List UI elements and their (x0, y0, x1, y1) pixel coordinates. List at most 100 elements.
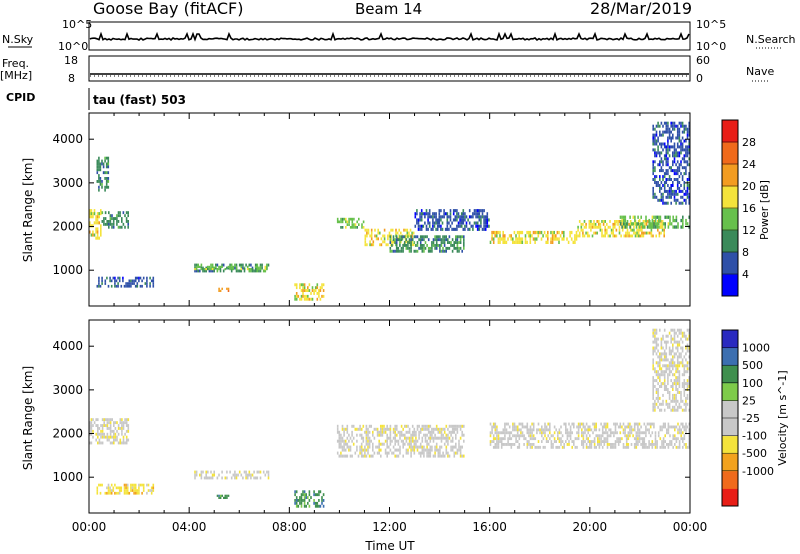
data-cell (114, 491, 116, 495)
data-cell (680, 145, 682, 149)
data-cell (127, 222, 129, 226)
data-cell (680, 355, 682, 359)
data-cell (660, 370, 663, 374)
data-cell (686, 385, 689, 388)
data-cell (516, 428, 519, 432)
data-cell (200, 473, 203, 477)
data-cell (502, 237, 504, 241)
data-cell (663, 352, 666, 356)
data-cell (245, 473, 247, 477)
data-cell (560, 431, 562, 435)
data-cell (420, 212, 423, 216)
data-cell (663, 349, 666, 353)
data-cell (472, 215, 474, 219)
data-cell (681, 130, 684, 134)
data-cell (109, 418, 112, 422)
data-cell (356, 439, 358, 443)
data-cell (606, 443, 609, 446)
data-cell (443, 241, 446, 244)
data-cell (683, 157, 686, 161)
data-cell (446, 227, 449, 231)
data-cell (496, 230, 498, 235)
data-cell (95, 215, 97, 219)
x-tick-label: 20:00 (573, 520, 608, 534)
data-cell (150, 489, 153, 492)
data-cell (394, 433, 396, 437)
data-cell (420, 209, 423, 213)
data-cell (668, 136, 671, 140)
data-cell (676, 376, 679, 380)
data-cell (627, 425, 630, 429)
data-cell (478, 212, 481, 216)
data-cell (314, 286, 317, 290)
data-cell (377, 237, 379, 241)
data-cell (417, 227, 420, 231)
data-cell (229, 470, 231, 474)
data-cell (240, 268, 243, 271)
data-cell (599, 225, 602, 229)
data-cell (672, 215, 674, 219)
data-cell (386, 442, 388, 446)
data-cell (688, 139, 690, 143)
data-cell (458, 424, 460, 428)
data-cell (480, 224, 482, 228)
data-cell (681, 408, 684, 412)
data-cell (467, 218, 469, 222)
data-cell (584, 428, 586, 432)
data-cell (673, 337, 676, 341)
data-cell (368, 442, 371, 446)
data-cell (659, 385, 661, 388)
data-cell (508, 431, 511, 435)
data-cell (654, 218, 657, 223)
data-cell (378, 445, 380, 449)
data-cell (686, 145, 689, 149)
data-cell (662, 422, 665, 426)
data-cell (673, 151, 676, 155)
data-cell (676, 160, 679, 164)
data-cell (601, 445, 604, 449)
data-cell (104, 177, 106, 180)
data-cell (457, 221, 460, 225)
data-cell (396, 439, 398, 443)
data-cell (662, 192, 664, 196)
data-cell (623, 225, 626, 229)
data-cell (402, 244, 404, 247)
data-cell (250, 476, 252, 480)
data-cell (462, 227, 465, 231)
data-cell (433, 221, 436, 225)
data-cell (344, 454, 347, 458)
data-cell (663, 172, 666, 176)
data-cell (95, 227, 97, 231)
data-cell (640, 431, 642, 435)
data-cell (307, 496, 309, 499)
data-cell (418, 436, 420, 440)
data-cell (434, 433, 436, 437)
data-cell (665, 352, 668, 356)
data-cell (686, 349, 689, 353)
data-cell (101, 180, 103, 183)
data-cell (606, 231, 608, 235)
data-cell (303, 490, 306, 494)
data-cell (203, 268, 206, 271)
data-cell (678, 189, 681, 193)
data-cell (486, 224, 489, 228)
y-tick-label: 2000 (52, 220, 83, 234)
data-cell (494, 422, 497, 426)
data-cell (531, 445, 533, 449)
data-cell (605, 431, 607, 435)
data-cell (439, 430, 441, 434)
data-cell (565, 422, 567, 426)
data-cell (555, 237, 557, 241)
data-cell (386, 451, 388, 455)
data-cell (507, 440, 509, 443)
data-cell (98, 276, 100, 280)
data-cell (224, 494, 227, 497)
data-cell (681, 201, 684, 205)
data-cell (294, 499, 296, 502)
data-cell (556, 230, 559, 235)
data-cell (456, 451, 459, 455)
data-cell (213, 269, 215, 273)
data-cell (221, 476, 223, 480)
data-cell (116, 214, 118, 218)
colorbar-tick-label: -25 (742, 412, 760, 425)
